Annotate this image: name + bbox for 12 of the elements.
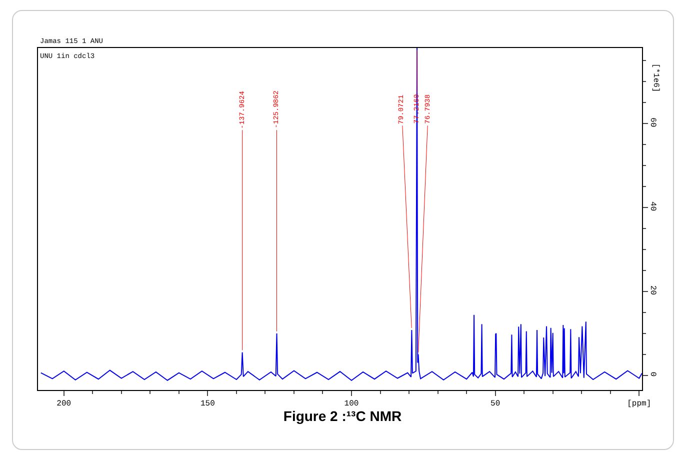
text: Figure 2 :¹³C NMR (283, 408, 402, 424)
x-tick-label: [ppm] (627, 400, 652, 409)
y-tick-label: 40 (648, 201, 658, 212)
y-tick-label: 20 (648, 285, 658, 296)
line-series (40, 48, 642, 381)
x-tick-label: 200 (56, 400, 72, 409)
y-tick-label: 0 (648, 372, 658, 377)
x-tick-label: 150 (200, 400, 216, 409)
y-tick-label: 60 (648, 118, 658, 128)
y-axis-title: [*1e6] (650, 63, 660, 92)
x-tick-label: 100 (344, 400, 359, 409)
x-tick-label: 50 (490, 400, 500, 409)
